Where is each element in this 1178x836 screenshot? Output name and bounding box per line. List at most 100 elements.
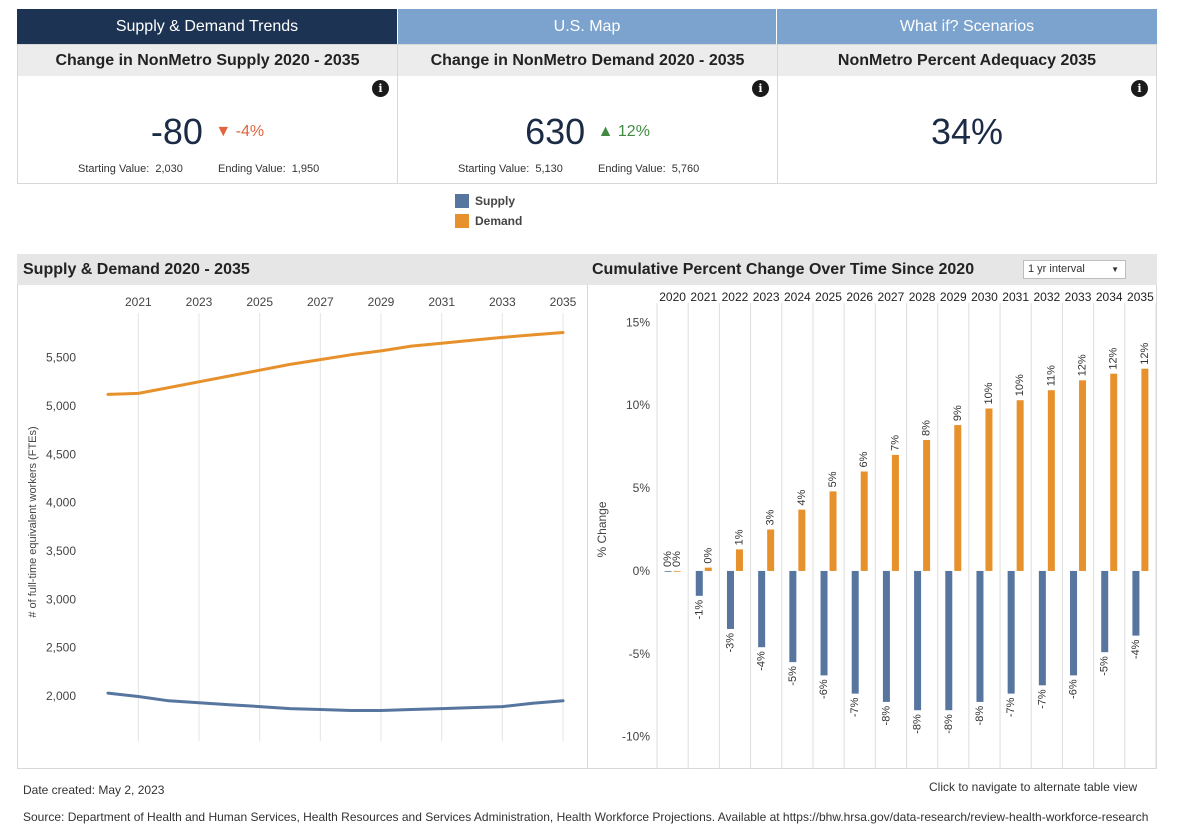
bar-chart-title: Cumulative Percent Change Over Time Sinc… bbox=[592, 261, 975, 278]
tab-what-if-scenarios[interactable]: What if? Scenarios bbox=[777, 9, 1157, 44]
data-label-supply: -1% bbox=[693, 600, 705, 620]
starting-label: Starting Value: bbox=[458, 163, 530, 175]
bar-demand bbox=[1079, 380, 1087, 571]
kpi-value: 630 bbox=[525, 111, 586, 152]
bar-chart-header: Cumulative Percent Change Over Time Sinc… bbox=[587, 254, 1157, 285]
kpi-title: Change in NonMetro Demand 2020 - 2035 bbox=[398, 45, 777, 76]
bar-supply bbox=[758, 570, 766, 648]
kpi-delta-value: 12% bbox=[617, 123, 650, 140]
data-label-demand: 12% bbox=[1139, 342, 1151, 364]
legend-item-supply[interactable]: Supply bbox=[455, 191, 522, 211]
kpi-starting: Starting Value: 2,030 bbox=[78, 163, 183, 175]
x-tick-label: 2031 bbox=[428, 295, 455, 309]
bar-supply bbox=[820, 570, 828, 676]
tab-supply-demand-trends[interactable]: Supply & Demand Trends bbox=[17, 9, 397, 44]
series-line-demand bbox=[106, 331, 565, 396]
bar-chart[interactable]: 2020 2021 2022 2023 2024 2025 2026 2027 2028 2029… bbox=[588, 285, 1158, 769]
data-label-supply: -7% bbox=[1036, 689, 1048, 709]
bar-demand bbox=[891, 454, 899, 571]
line-chart-header: Supply & Demand 2020 - 2035 bbox=[17, 254, 587, 285]
interval-value: 1 yr interval bbox=[1028, 263, 1085, 275]
data-label-demand: 8% bbox=[921, 420, 933, 436]
ending-label: Ending Value: bbox=[598, 163, 666, 175]
starting-value: 2,030 bbox=[155, 163, 183, 175]
x-tick-label: 2020 bbox=[659, 290, 686, 304]
data-label-demand: 0% bbox=[702, 548, 714, 564]
y-axis-label: % Change bbox=[595, 501, 609, 557]
starting-label: Starting Value: bbox=[78, 163, 150, 175]
x-tick-label: 2027 bbox=[878, 290, 905, 304]
x-tick-label: 2027 bbox=[307, 295, 334, 309]
x-tick-label: 2028 bbox=[909, 290, 936, 304]
data-label-supply: -8% bbox=[880, 706, 892, 726]
kpi-title: Change in NonMetro Supply 2020 - 2035 bbox=[18, 45, 397, 76]
data-label-demand: 3% bbox=[765, 509, 777, 525]
x-tick-label: 2035 bbox=[550, 295, 577, 309]
bar-demand bbox=[923, 439, 931, 571]
info-icon[interactable]: i bbox=[372, 80, 389, 97]
bar-demand bbox=[1016, 400, 1024, 571]
data-label-supply: -5% bbox=[1099, 656, 1111, 676]
x-tick-label: 2031 bbox=[1002, 290, 1029, 304]
y-tick-label: 4,500 bbox=[46, 447, 76, 461]
bar-demand bbox=[798, 509, 806, 571]
y-tick-label: 2,500 bbox=[46, 641, 76, 655]
kpi-starting: Starting Value: 5,130 bbox=[458, 163, 563, 175]
bar-demand bbox=[673, 570, 681, 572]
data-label-supply: -8% bbox=[974, 706, 986, 726]
line-chart-title: Supply & Demand 2020 - 2035 bbox=[23, 261, 250, 278]
bar-supply bbox=[726, 570, 734, 629]
y-tick-label: 15% bbox=[626, 315, 650, 329]
bar-supply bbox=[1070, 570, 1078, 676]
kpi-card-demand: Change in NonMetro Demand 2020 - 2035 i … bbox=[397, 44, 778, 184]
x-tick-label: 2021 bbox=[125, 295, 152, 309]
x-tick-label: 2022 bbox=[722, 290, 749, 304]
bar-demand bbox=[1141, 368, 1149, 571]
legend-item-demand[interactable]: Demand bbox=[455, 211, 522, 231]
ending-value: 5,760 bbox=[671, 163, 700, 175]
legend-swatch-demand bbox=[455, 214, 469, 228]
ending-value: 1,950 bbox=[291, 163, 320, 175]
kpi-delta: ▼ -4% bbox=[215, 123, 264, 140]
legend-label: Supply bbox=[475, 194, 516, 208]
bar-demand bbox=[1110, 373, 1118, 571]
alternate-table-view-link[interactable]: Click to navigate to alternate table vie… bbox=[929, 780, 1138, 794]
tab-us-map[interactable]: U.S. Map bbox=[398, 9, 776, 44]
bar-supply bbox=[1007, 570, 1015, 694]
bar-supply bbox=[1132, 570, 1140, 636]
kpi-delta: ▲ 12% bbox=[598, 123, 650, 140]
data-label-demand: 12% bbox=[1108, 347, 1120, 369]
chevron-down-icon: ▼ bbox=[1111, 265, 1119, 274]
bar-supply bbox=[945, 570, 953, 711]
data-label-supply: -3% bbox=[724, 633, 736, 653]
interval-dropdown[interactable]: 1 yr interval ▼ bbox=[1023, 260, 1126, 279]
ending-label: Ending Value: bbox=[218, 163, 286, 175]
x-tick-label: 2029 bbox=[368, 295, 395, 309]
line-chart[interactable]: 2021 2023 2025 2027 2029 2031 2033 2035 2,000 2,5… bbox=[18, 285, 589, 769]
date-created: Date created: May 2, 2023 bbox=[23, 783, 165, 797]
legend-swatch-supply bbox=[455, 194, 469, 208]
data-label-demand: 0% bbox=[671, 551, 683, 567]
bar-demand bbox=[829, 491, 837, 571]
data-label-demand: 10% bbox=[983, 382, 995, 404]
bar-supply bbox=[1101, 570, 1109, 653]
starting-value: 5,130 bbox=[535, 163, 563, 175]
info-icon[interactable]: i bbox=[752, 80, 769, 97]
data-label-supply: -7% bbox=[1005, 697, 1017, 717]
info-icon[interactable]: i bbox=[1131, 80, 1148, 97]
kpi-title: NonMetro Percent Adequacy 2035 bbox=[778, 45, 1156, 76]
data-label-demand: 6% bbox=[858, 451, 870, 467]
kpi-main: 34% bbox=[778, 111, 1156, 153]
data-label-supply: -5% bbox=[787, 666, 799, 686]
bar-demand bbox=[704, 567, 712, 571]
x-tick-label: 2023 bbox=[753, 290, 780, 304]
y-tick-label: 0% bbox=[633, 564, 651, 578]
bar-demand bbox=[985, 408, 993, 571]
data-label-supply: -6% bbox=[818, 679, 830, 699]
data-label-demand: 10% bbox=[1014, 374, 1026, 396]
down-arrow-icon: ▼ bbox=[215, 123, 232, 140]
kpi-card-adequacy: NonMetro Percent Adequacy 2035 i 34% bbox=[777, 44, 1157, 184]
bar-demand bbox=[767, 529, 775, 571]
data-label-supply: -4% bbox=[756, 651, 768, 671]
bar-supply bbox=[1038, 570, 1046, 686]
